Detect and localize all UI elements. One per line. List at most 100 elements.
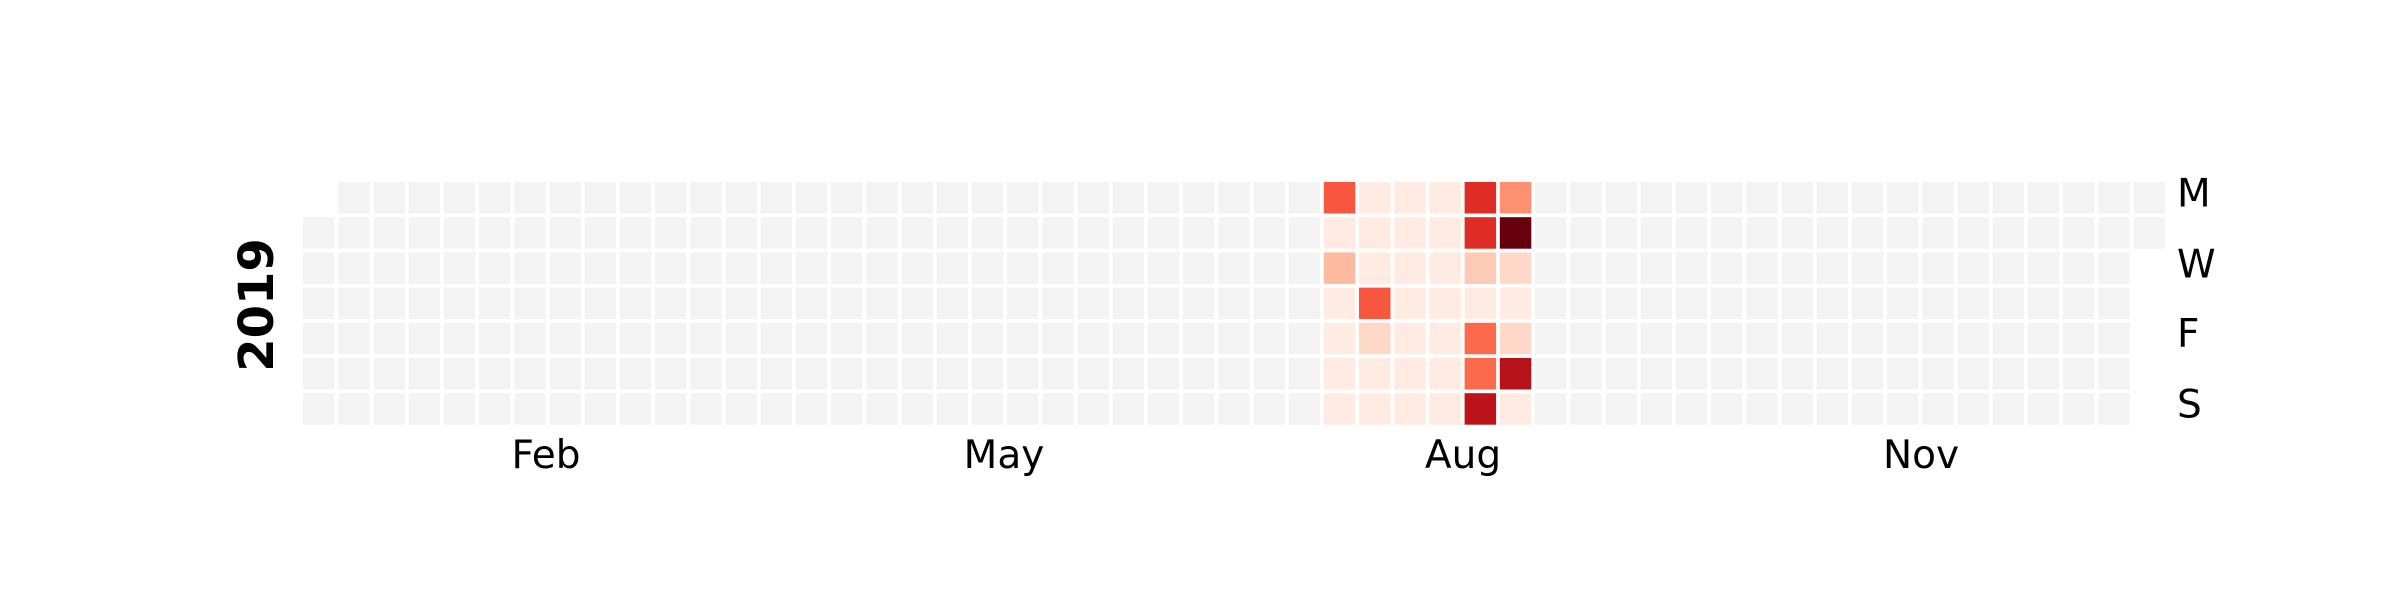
day-cell-2019-04-01 [760,182,793,214]
day-cell-2019-04-04 [760,287,793,320]
day-cell-2019-08-07 [1394,252,1426,284]
day-cell-2019-05-18 [971,358,1004,390]
day-cell-2019-02-16 [514,358,546,390]
day-cell-2019-02-01 [443,322,476,355]
day-cell-2019-06-11 [1112,217,1145,249]
day-cell-2019-10-14 [1746,182,1778,214]
day-cell-2019-12-15 [2027,393,2060,425]
day-cell-2019-11-04 [1851,182,1884,214]
day-cell-2019-06-23 [1147,393,1180,425]
day-cell-2019-07-15 [1288,182,1321,214]
day-cell-2019-08-23 [1464,322,1497,355]
day-cell-2019-09-28 [1640,358,1673,390]
day-cell-2019-08-24 [1464,358,1497,390]
day-cell-2019-02-12 [514,217,546,249]
day-cell-2019-01-18 [373,322,405,355]
day-cell-2019-09-26 [1640,287,1673,320]
day-cell-2019-06-07 [1077,322,1109,355]
day-cell-2019-01-11 [338,322,370,355]
day-cell-2019-07-24 [1323,252,1356,284]
day-cell-2019-07-31 [1359,252,1391,284]
day-cell-2019-06-09 [1077,393,1109,425]
day-cell-2019-10-25 [1781,322,1813,355]
day-cell-2019-06-10 [1112,182,1145,214]
day-cell-2019-05-13 [971,182,1004,214]
day-cell-2019-10-31 [1816,287,1849,320]
day-cell-2019-01-12 [338,358,370,390]
day-cell-2019-10-20 [1746,393,1778,425]
day-cell-2019-01-31 [443,287,476,320]
day-cell-2019-10-29 [1816,217,1849,249]
day-cell-2019-12-21 [2063,358,2095,390]
day-cell-2019-04-30 [901,217,933,249]
day-cell-2019-11-20 [1922,252,1954,284]
day-cell-2019-02-08 [479,322,511,355]
day-cell-2019-04-14 [795,393,828,425]
day-cell-2019-06-28 [1183,322,1215,355]
day-cell-2019-01-07 [338,182,370,214]
day-cell-2019-06-24 [1183,182,1215,214]
day-cell-2019-01-23 [408,252,441,284]
day-cell-2019-07-22 [1323,182,1356,214]
day-cell-2019-10-22 [1781,217,1813,249]
day-cell-2019-05-09 [936,287,969,320]
day-cell-2019-04-13 [795,358,828,390]
day-cell-2019-01-26 [408,358,441,390]
day-cell-2019-09-22 [1605,393,1637,425]
day-cell-2019-03-28 [725,287,757,320]
day-cell-2019-09-10 [1570,217,1602,249]
day-cell-2019-02-06 [479,252,511,284]
day-cell-2019-09-04 [1535,252,1567,284]
day-cell-2019-05-01 [901,252,933,284]
day-cell-2019-12-30 [2133,182,2165,214]
day-cell-2019-06-05 [1077,252,1109,284]
day-cell-2019-05-28 [1042,217,1074,249]
day-cell-2019-09-05 [1535,287,1567,320]
day-cell-2019-12-22 [2063,393,2095,425]
day-cell-2019-08-13 [1429,217,1461,249]
day-cell-2019-07-20 [1288,358,1321,390]
day-cell-2019-07-06 [1218,358,1250,390]
day-cell-2019-01-02 [303,252,335,284]
day-cell-2019-11-15 [1887,322,1919,355]
day-cell-2019-06-08 [1077,358,1109,390]
day-cell-2019-02-09 [479,358,511,390]
day-cell-2019-01-14 [373,182,405,214]
day-cell-2019-11-08 [1851,322,1884,355]
day-cell-2019-08-06 [1394,217,1426,249]
day-cell-2019-06-19 [1147,252,1180,284]
day-cell-2019-03-29 [725,322,757,355]
day-cell-2019-08-28 [1499,252,1532,284]
day-cell-2019-08-10 [1394,358,1426,390]
day-cell-2019-06-30 [1183,393,1215,425]
day-cell-2019-11-26 [1957,217,1989,249]
day-cell-2019-05-17 [971,322,1004,355]
day-cell-2019-04-27 [866,358,898,390]
day-cell-2019-10-12 [1711,358,1743,390]
day-cell-2019-03-11 [655,182,687,214]
day-cell-2019-06-06 [1077,287,1109,320]
day-cell-2019-01-01 [303,217,335,249]
day-cell-2019-07-02 [1218,217,1250,249]
day-cell-2019-11-03 [1816,393,1849,425]
day-cell-2019-07-18 [1288,287,1321,320]
day-cell-2019-05-10 [936,322,969,355]
day-cell-2019-08-14 [1429,252,1461,284]
day-cell-2019-09-12 [1570,287,1602,320]
day-cell-2019-10-05 [1675,358,1708,390]
day-cell-2019-07-13 [1253,358,1285,390]
day-cell-2019-07-30 [1359,217,1391,249]
day-cell-2019-05-20 [1007,182,1039,214]
day-cell-2019-02-20 [549,252,581,284]
day-cell-2019-09-23 [1640,182,1673,214]
day-cell-2019-12-04 [1992,252,2025,284]
day-cell-2019-03-01 [584,322,617,355]
day-cell-2019-10-04 [1675,322,1708,355]
day-cell-2019-11-29 [1957,322,1989,355]
day-cell-2019-10-10 [1711,287,1743,320]
day-cell-2019-04-29 [901,182,933,214]
day-cell-2019-08-15 [1429,287,1461,320]
day-cell-2019-02-25 [584,182,617,214]
day-cell-2019-08-22 [1464,287,1497,320]
day-cell-2019-01-28 [443,182,476,214]
